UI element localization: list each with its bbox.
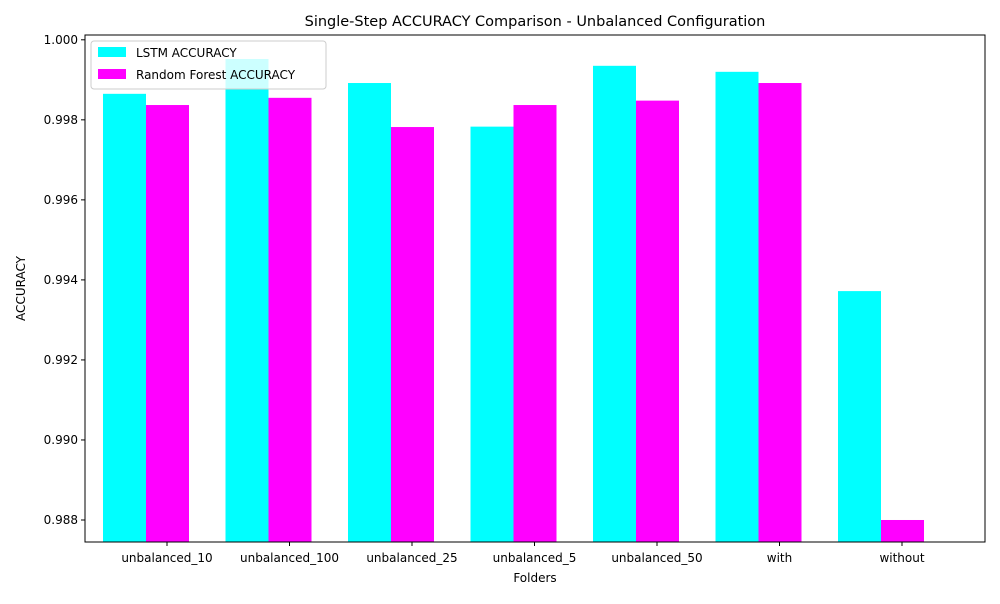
bar-lstm-without: [838, 291, 881, 542]
bar-random-forest-unbalanced-25: [391, 127, 434, 542]
y-tick-label: 0.990: [44, 433, 78, 447]
bars-layer: [103, 59, 924, 543]
y-tick-label: 0.994: [44, 273, 78, 287]
bar-lstm-unbalanced-5: [470, 126, 514, 543]
chart-title: Single-Step ACCURACY Comparison - Unbala…: [305, 14, 766, 30]
legend-label: LSTM ACCURACY: [136, 46, 237, 60]
x-axis-label: Folders: [513, 571, 556, 585]
bar-random-forest-unbalanced-10: [146, 105, 189, 543]
bar-lstm-unbalanced-50: [593, 65, 636, 542]
bar-random-forest-without: [881, 519, 924, 542]
bar-lstm-unbalanced-10: [103, 93, 146, 542]
x-tick-label: with: [767, 551, 792, 565]
x-tick-label: unbalanced_10: [121, 551, 212, 565]
y-axis: 0.988 0.990 0.992 0.994 0.996 0.998 1.000: [44, 33, 85, 527]
bar-random-forest-unbalanced-50: [636, 100, 679, 542]
y-tick-label: 0.998: [44, 113, 78, 127]
bar-random-forest-unbalanced-5: [513, 105, 557, 543]
legend-label: Random Forest ACCURACY: [136, 68, 296, 82]
x-tick-label: unbalanced_100: [240, 551, 339, 565]
bar-random-forest-unbalanced-100: [268, 97, 312, 543]
legend-box: [90, 40, 327, 90]
bar-random-forest-with: [758, 83, 802, 542]
x-axis: unbalanced_10 unbalanced_100 unbalanced_25…: [121, 542, 925, 565]
bar-lstm-with: [715, 71, 759, 543]
legend: LSTM ACCURACY Random Forest ACCURACY: [90, 40, 327, 90]
legend-swatch: [98, 47, 126, 57]
bar-lstm-unbalanced-100: [225, 59, 269, 543]
legend-swatch: [98, 69, 126, 79]
x-tick-label: unbalanced_50: [611, 551, 702, 565]
x-tick-label: unbalanced_25: [366, 551, 457, 565]
bar-lstm-unbalanced-25: [348, 83, 391, 542]
y-tick-label: 0.988: [44, 513, 78, 527]
y-tick-label: 0.996: [44, 193, 78, 207]
x-tick-label: unbalanced_5: [493, 551, 577, 565]
y-axis-label: ACCURACY: [14, 255, 28, 321]
y-tick-label: 1.000: [44, 33, 78, 47]
y-tick-label: 0.992: [44, 353, 78, 367]
x-tick-label: without: [879, 551, 924, 565]
